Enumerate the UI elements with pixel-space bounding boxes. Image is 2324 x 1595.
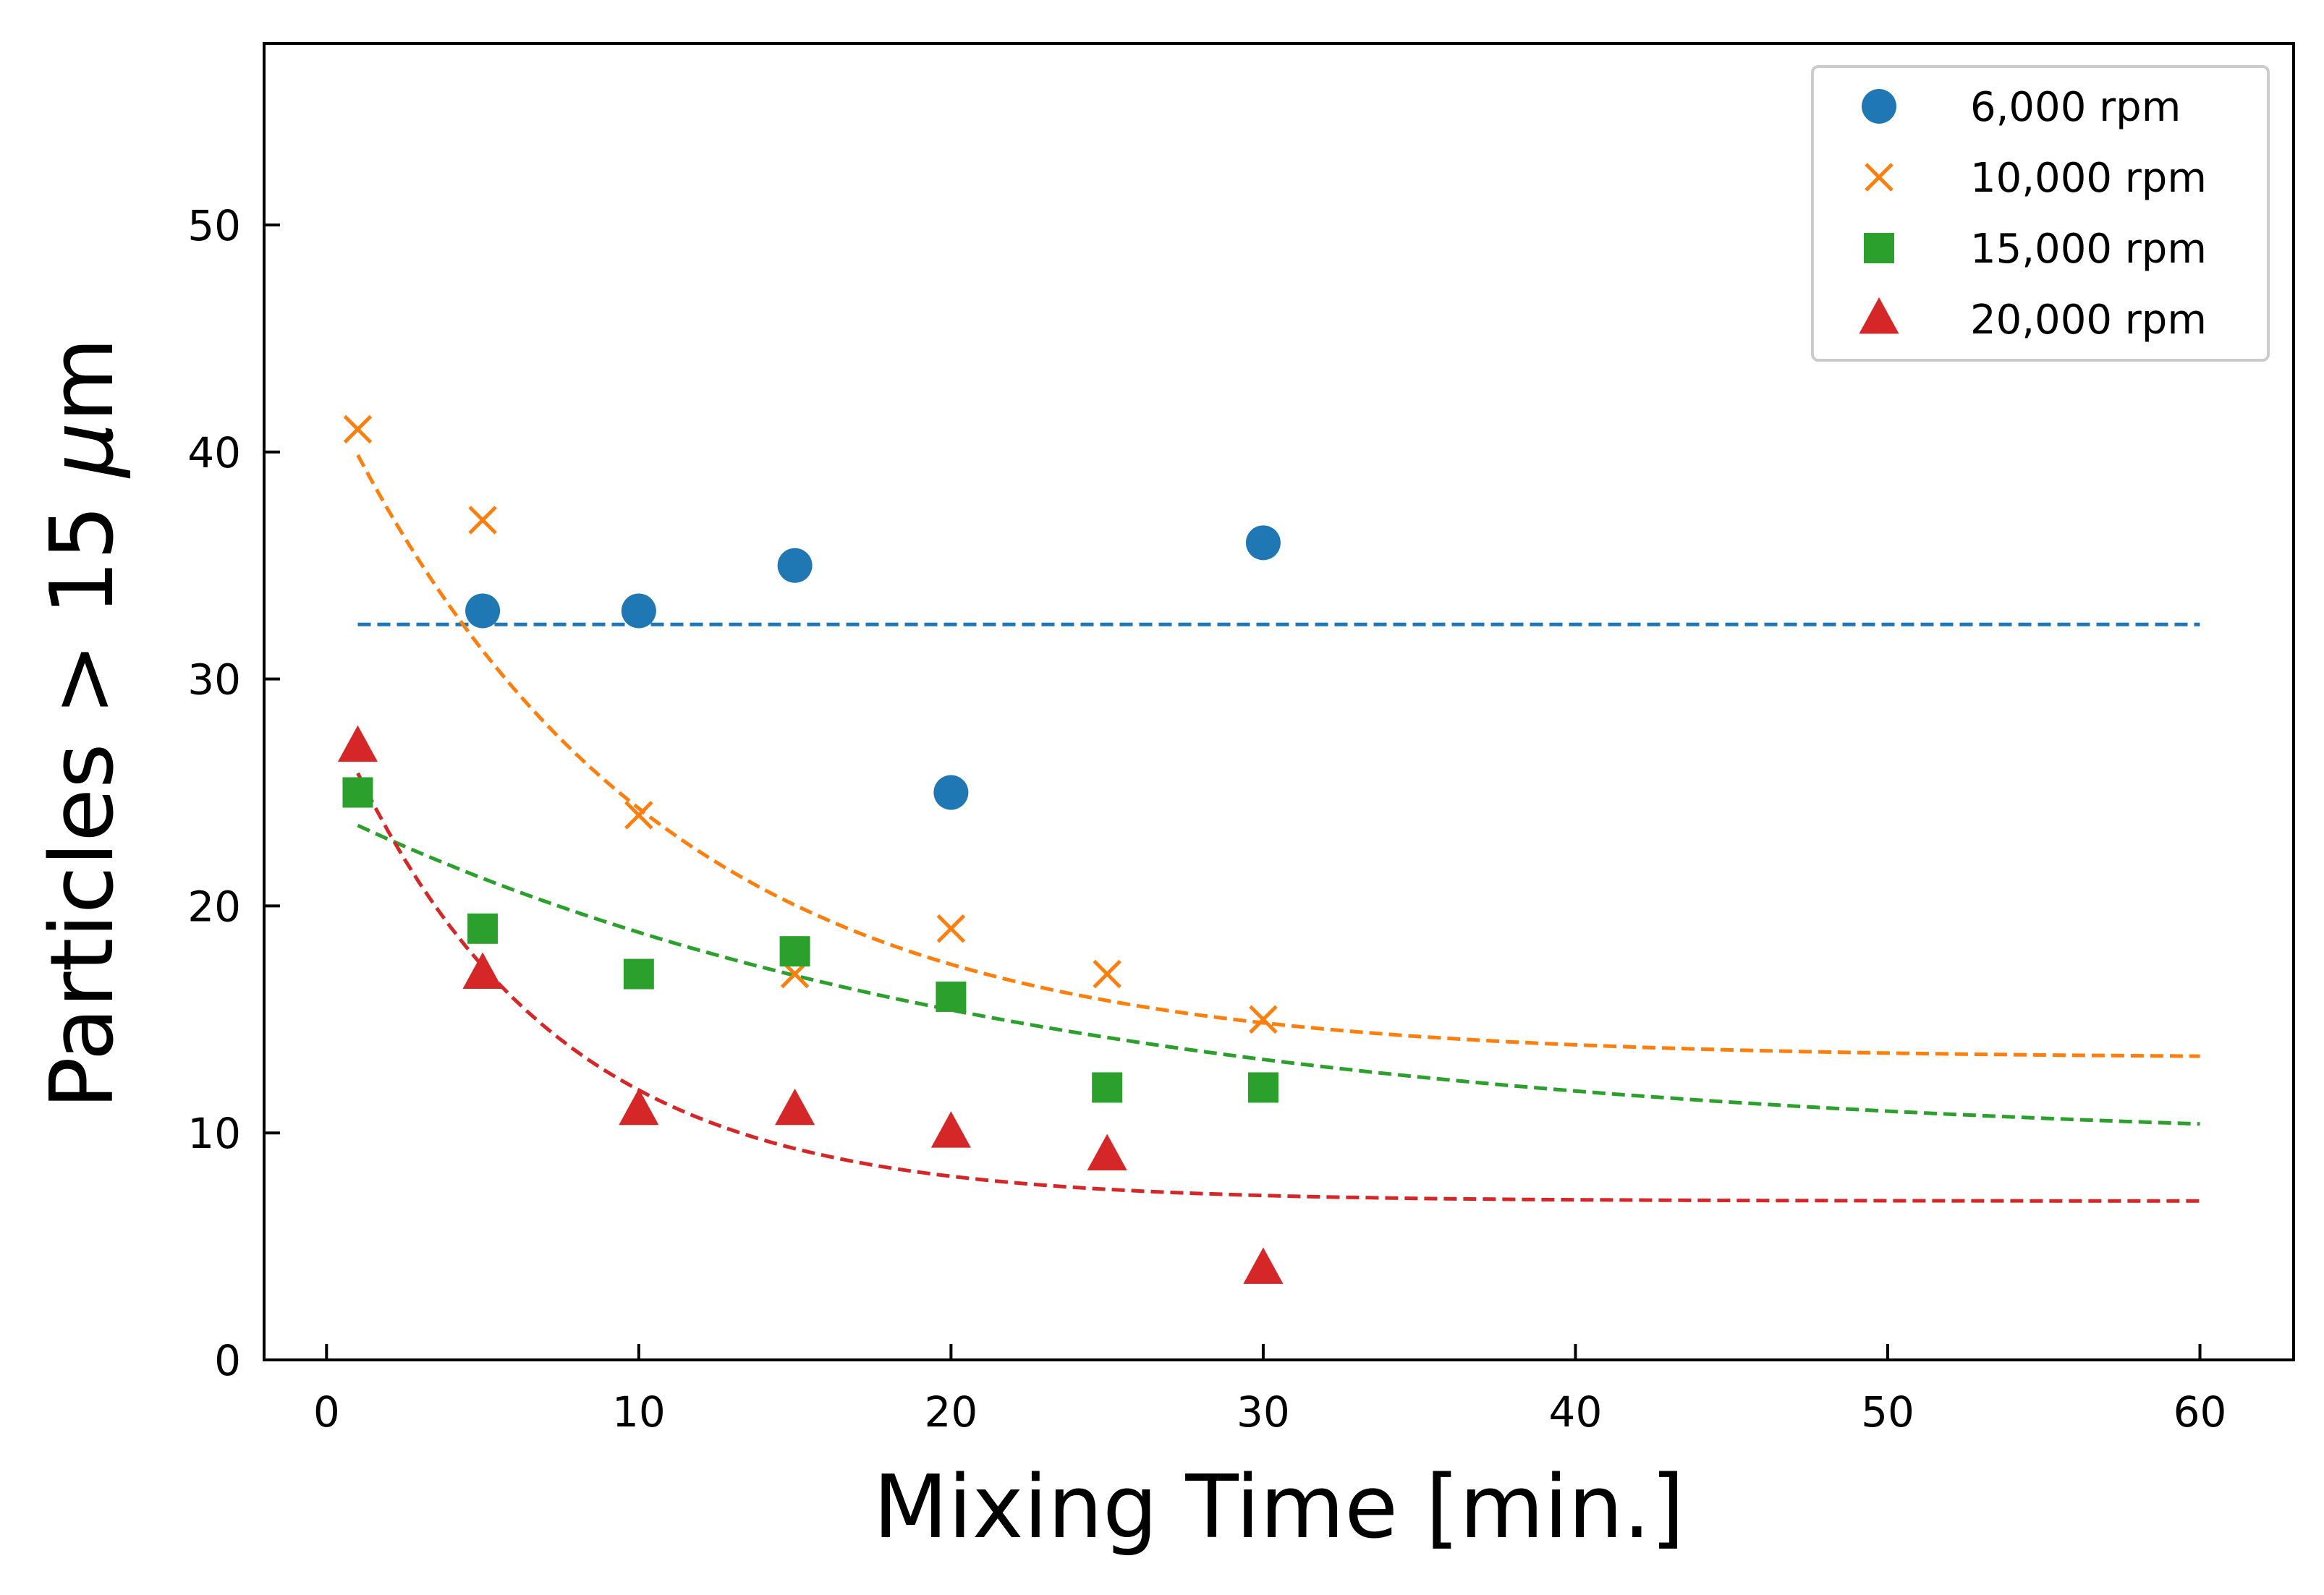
data-point bbox=[621, 593, 656, 629]
x-axis: 0 10 20 30 40 50 60 bbox=[313, 1344, 2227, 1437]
x-tick-label: 10 bbox=[612, 1387, 666, 1437]
fit-lines bbox=[356, 454, 2200, 1203]
data-point bbox=[936, 981, 967, 1012]
y-axis-title-unit: m bbox=[33, 338, 133, 422]
x-tick-label: 40 bbox=[1549, 1387, 1603, 1437]
data-point bbox=[342, 777, 373, 808]
legend-label: 20,000 rpm bbox=[1970, 297, 2207, 344]
data-point bbox=[467, 913, 499, 944]
data-point bbox=[1247, 1072, 1278, 1103]
data-point bbox=[779, 936, 810, 967]
y-tick-label: 20 bbox=[187, 882, 241, 931]
data-point bbox=[936, 914, 966, 943]
y-tick-label: 30 bbox=[187, 655, 241, 705]
legend-marker bbox=[1859, 297, 1899, 334]
data-point bbox=[623, 958, 654, 990]
data-points bbox=[337, 414, 1284, 1284]
fit-line bbox=[356, 454, 2200, 1058]
data-point bbox=[337, 725, 378, 762]
legend-label: 15,000 rpm bbox=[1970, 226, 2207, 273]
fit-line bbox=[357, 823, 2200, 1126]
legend-marker bbox=[1862, 89, 1896, 124]
data-point bbox=[343, 414, 373, 444]
legend-label: 10,000 rpm bbox=[1970, 155, 2207, 202]
data-point bbox=[619, 1088, 659, 1126]
data-point bbox=[1245, 525, 1281, 561]
data-point bbox=[624, 801, 653, 830]
x-tick-label: 30 bbox=[1237, 1387, 1290, 1437]
data-point bbox=[777, 548, 813, 583]
x-axis-title: Mixing Time [min.] bbox=[873, 1458, 1684, 1558]
x-tick-label: 20 bbox=[924, 1387, 977, 1437]
x-tick-label: 50 bbox=[1861, 1387, 1914, 1437]
y-axis-title: Particles > 15 μm bbox=[33, 338, 133, 1110]
data-point bbox=[1243, 1247, 1284, 1284]
data-point bbox=[465, 593, 501, 629]
data-point bbox=[1249, 1005, 1278, 1034]
x-tick-label: 60 bbox=[2174, 1387, 2227, 1437]
plot-frame bbox=[263, 42, 2295, 1361]
legend-box bbox=[1811, 65, 2270, 362]
y-tick-label: 10 bbox=[187, 1109, 241, 1158]
data-point bbox=[1087, 1133, 1127, 1170]
data-point bbox=[1093, 959, 1121, 989]
fit-line bbox=[356, 772, 2200, 1203]
legend: 6,000 rpm 10,000 rpm 15,000 rpm 20,000 rpm bbox=[1811, 65, 2270, 362]
legend-label: 6,000 rpm bbox=[1970, 84, 2181, 131]
y-axis-title-mu: μ bbox=[33, 422, 133, 478]
legend-marker bbox=[1865, 163, 1893, 192]
data-point bbox=[462, 952, 503, 989]
data-point bbox=[930, 1111, 971, 1148]
data-point bbox=[775, 1088, 815, 1126]
data-point bbox=[1092, 1072, 1123, 1103]
y-tick-label: 50 bbox=[187, 201, 241, 250]
data-point bbox=[933, 775, 969, 810]
y-tick-label: 40 bbox=[187, 428, 241, 477]
data-point bbox=[468, 506, 497, 535]
legend-marker bbox=[1864, 233, 1894, 263]
y-axis-title-text: Particles > 15 bbox=[33, 477, 133, 1110]
y-axis: 0 10 20 30 40 50 bbox=[187, 201, 280, 1385]
x-tick-label: 0 bbox=[313, 1387, 340, 1437]
y-tick-label: 0 bbox=[214, 1336, 241, 1385]
